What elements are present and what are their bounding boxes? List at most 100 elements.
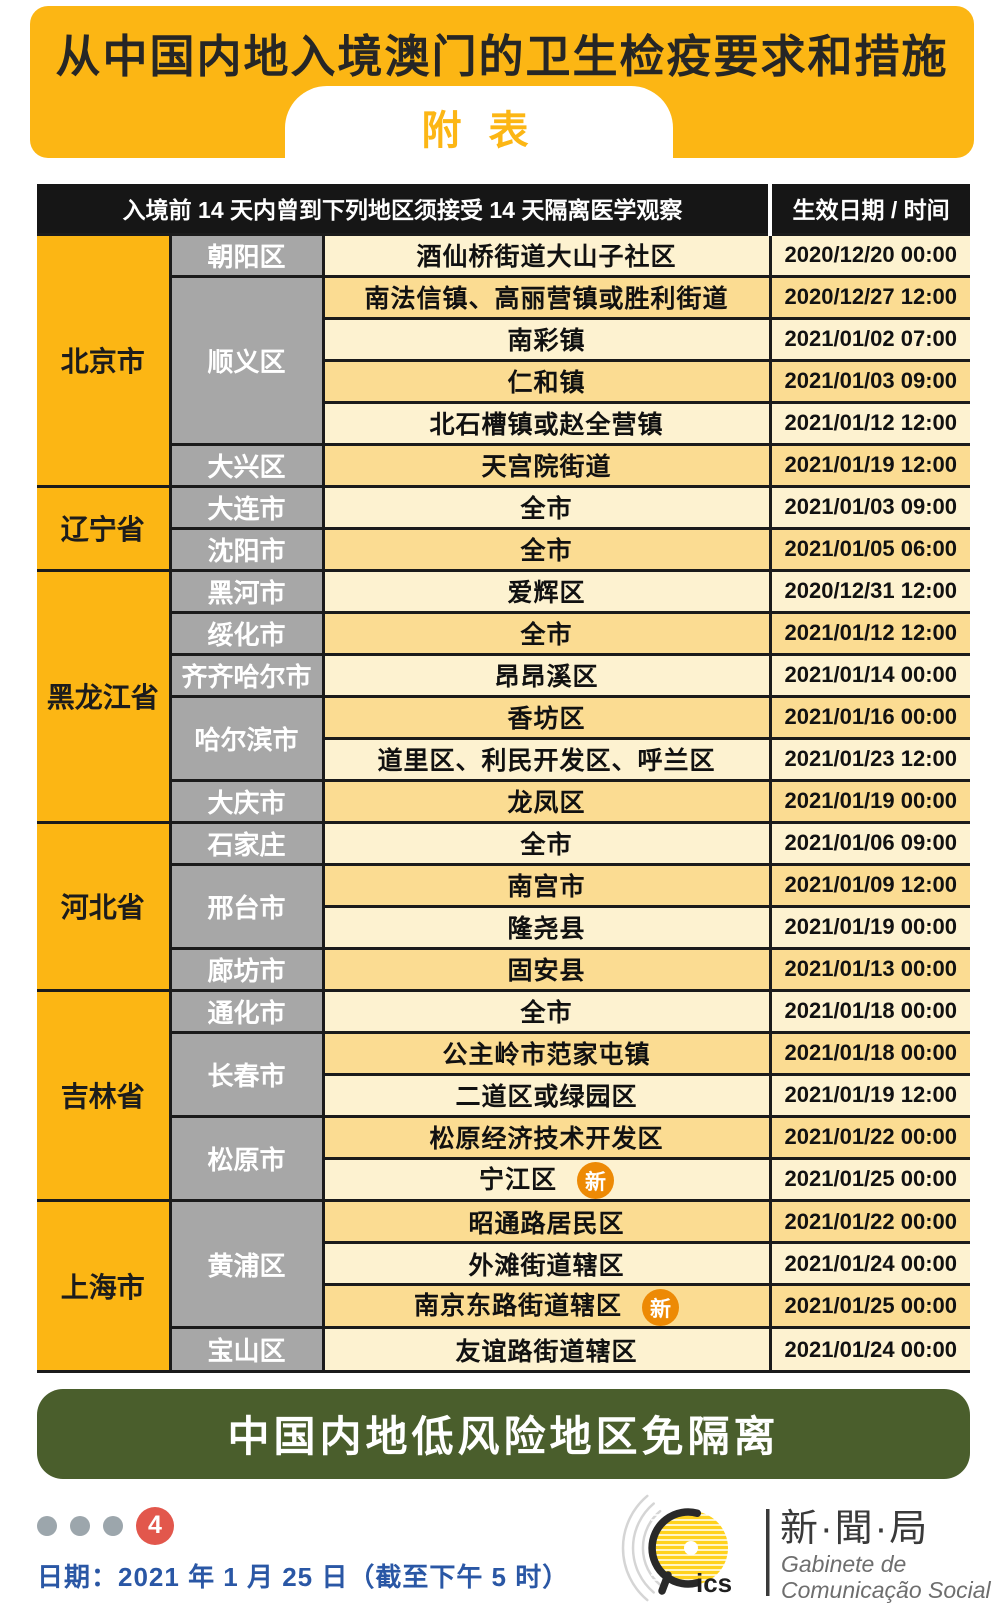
area-cell: 龙凤区 (321, 778, 772, 824)
page-title: 从中国内地入境澳门的卫生检疫要求和措施 (55, 31, 949, 82)
province-cell: 黑龙江省 (35, 568, 172, 824)
new-badge: 新 (577, 1162, 615, 1198)
date-cell: 2021/01/19 00:00 (768, 904, 972, 950)
date-cell: 2021/01/09 12:00 (768, 862, 972, 908)
area-name: 全市 (520, 831, 573, 859)
table-row: 大兴区 天宫院街道 2021/01/19 12:00 (37, 442, 972, 488)
area-cell: 南法信镇、高丽营镇或胜利街道 (321, 274, 772, 320)
area-name: 友谊路街道辖区 (455, 1337, 638, 1366)
area-name: 宁江区 (479, 1165, 558, 1194)
district-cell: 大兴区 (168, 442, 325, 488)
date-cell: 2021/01/16 00:00 (768, 694, 972, 740)
district-cell: 大连市 (168, 484, 325, 530)
province-cell: 河北省 (35, 820, 172, 992)
table-row: 南京东路街道辖区新 2021/01/25 00:00 (37, 1283, 972, 1330)
table-row: 廊坊市 固安县 2021/01/13 00:00 (37, 946, 972, 992)
province-cell: 上海市 (35, 1199, 172, 1372)
district-cell: 黄浦区 (168, 1199, 325, 1330)
area-cell: 全市 (321, 988, 772, 1034)
date-cell: 2021/01/24 00:00 (768, 1241, 972, 1287)
date-cell: 2021/01/23 12:00 (768, 736, 972, 782)
footer-date: 日期：2021 年 1 月 25 日（截至下午 5 时） (37, 1561, 570, 1592)
area-name: 南彩镇 (507, 327, 586, 355)
table-row: 邢台市 南宫市 2021/01/09 12:00 (37, 862, 972, 950)
area-name: 松原经济技术开发区 (429, 1125, 664, 1153)
area-cell: 外滩街道辖区 (321, 1241, 772, 1287)
district-cell: 哈尔滨市 (168, 694, 325, 782)
table-row: 沈阳市 全市 2021/01/05 06:00 (37, 526, 972, 572)
area-cell: 固安县 (321, 946, 772, 992)
area-name: 香坊区 (507, 705, 586, 733)
date-cell: 2020/12/27 12:00 (768, 274, 972, 320)
area-cell: 香坊区 (321, 694, 772, 740)
date-cell: 2021/01/03 09:00 (768, 358, 972, 404)
table-row: 绥化市 全市 2021/01/12 12:00 (37, 610, 972, 656)
table-row: 松原市 松原经济技术开发区 2021/01/22 00:00 (37, 1114, 972, 1203)
date-cell: 2021/01/18 00:00 (768, 988, 972, 1034)
table-row: 仁和镇 2021/01/03 09:00 (37, 358, 972, 404)
quarantine-table: 入境前 14 天内曾到下列地区须接受 14 天隔离医学观察 生效日期 / 时间 … (35, 184, 972, 1372)
district-cell: 邢台市 (168, 862, 325, 950)
table-header-date: 生效日期 / 时间 (768, 184, 971, 234)
area-cell: 全市 (321, 484, 772, 530)
table-row: 南彩镇 2021/01/02 07:00 (37, 316, 972, 362)
area-cell: 二道区或绿园区 (321, 1072, 772, 1118)
date-cell: 2021/01/06 09:00 (768, 820, 972, 866)
table-row: 上海市 黄浦区 昭通路居民区 2021/01/22 00:00 (35, 1199, 972, 1372)
low-risk-banner: 中国内地低风险地区免隔离 (37, 1388, 970, 1479)
area-name: 全市 (520, 999, 573, 1027)
table-row: 北京市 朝阳区 酒仙桥街道大山子社区 2020/12/20 00:00 (35, 232, 972, 488)
area-name: 昭通路居民区 (468, 1209, 625, 1238)
district-cell: 顺义区 (168, 274, 325, 446)
area-name: 二道区或绿园区 (455, 1083, 638, 1111)
table-row: 吉林省 通化市 全市 2021/01/18 00:00 (35, 988, 972, 1203)
date-cell: 2021/01/13 00:00 (768, 946, 972, 992)
province-cell: 辽宁省 (35, 484, 172, 572)
area-name: 南法信镇、高丽营镇或胜利街道 (364, 285, 729, 313)
area-cell: 松原经济技术开发区 (321, 1114, 772, 1160)
table-row: 二道区或绿园区 2021/01/19 12:00 (37, 1072, 972, 1118)
table-row: 长春市 公主岭市范家屯镇 2021/01/18 00:00 (37, 1030, 972, 1118)
date-cell: 2021/01/22 00:00 (768, 1199, 972, 1245)
logo-acronym: ics (696, 1568, 732, 1598)
page-dot (103, 1515, 123, 1536)
area-cell: 南宫市 (321, 862, 772, 908)
province-cell: 吉林省 (35, 988, 172, 1203)
area-name: 北石槽镇或赵全营镇 (429, 411, 664, 439)
table-row: 宝山区 友谊路街道辖区 2021/01/24 00:00 (37, 1326, 972, 1372)
date-cell: 2021/01/14 00:00 (768, 652, 972, 698)
area-name: 仁和镇 (507, 369, 586, 397)
date-cell: 2021/01/22 00:00 (768, 1114, 972, 1160)
area-name: 固安县 (507, 957, 586, 985)
date-cell: 2021/01/12 12:00 (768, 610, 972, 656)
table-row: 大庆市 龙凤区 2021/01/19 00:00 (37, 778, 972, 824)
table-row: 道里区、利民开发区、呼兰区 2021/01/23 12:00 (37, 736, 972, 782)
footer: 4 日期：2021 年 1 月 25 日（截至下午 5 时） (0, 1479, 1004, 1605)
logo-pt-line1: Gabinete de (781, 1551, 906, 1577)
area-name: 南京东路街道辖区 (414, 1292, 623, 1321)
area-cell: 爱辉区 (321, 568, 772, 614)
area-cell: 南京东路街道辖区新 (321, 1283, 772, 1330)
date-cell: 2021/01/19 12:00 (768, 442, 972, 488)
area-name: 全市 (520, 621, 573, 649)
area-name: 公主岭市范家屯镇 (442, 1041, 651, 1069)
area-name: 龙凤区 (507, 789, 586, 817)
district-cell: 黑河市 (168, 568, 325, 614)
area-cell: 宁江区新 (321, 1156, 772, 1203)
quarantine-table-wrap: 入境前 14 天内曾到下列地区须接受 14 天隔离医学观察 生效日期 / 时间 … (35, 184, 972, 1373)
gcs-logo: ics 新·聞·局 Gabinete de Comunicação Social (621, 1494, 992, 1603)
date-cell: 2020/12/20 00:00 (768, 232, 972, 278)
area-name: 天宫院街道 (481, 453, 612, 481)
area-name: 外滩街道辖区 (468, 1251, 625, 1280)
district-cell: 朝阳区 (168, 232, 325, 278)
district-cell: 廊坊市 (168, 946, 325, 992)
district-cell: 宝山区 (168, 1326, 325, 1372)
table-row: 隆尧县 2021/01/19 00:00 (37, 904, 972, 950)
date-cell: 2021/01/03 09:00 (768, 484, 972, 530)
area-name: 爱辉区 (507, 579, 586, 607)
date-cell: 2021/01/02 07:00 (768, 316, 972, 362)
date-cell: 2021/01/18 00:00 (768, 1030, 972, 1076)
area-name: 昂昂溪区 (494, 663, 599, 691)
district-cell: 绥化市 (168, 610, 325, 656)
page-indicator: 4 (37, 1506, 174, 1545)
